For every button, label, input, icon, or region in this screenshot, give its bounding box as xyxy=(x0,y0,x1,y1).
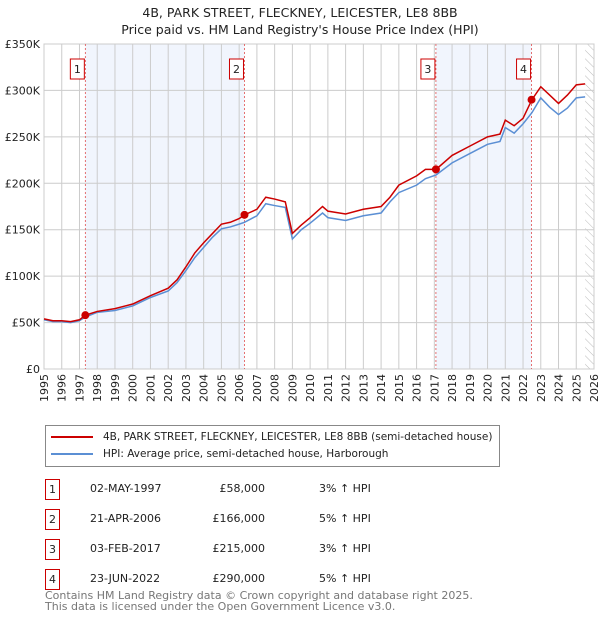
shaded-range xyxy=(85,44,245,369)
x-tick-label: 2020 xyxy=(482,374,495,402)
price-chart: 1995 1996 1997 1998 1999 2000 2001 2002 2003 2004… xyxy=(5,38,600,402)
x-tick-label: 2007 xyxy=(251,374,264,402)
sale-label: 1 xyxy=(74,63,81,76)
legend-swatch-property xyxy=(51,436,93,438)
sale-point xyxy=(81,311,90,320)
y-tick-label: £250K xyxy=(5,131,41,144)
x-tick-label: 2005 xyxy=(215,374,228,402)
x-tick-label: 2009 xyxy=(286,374,299,402)
y-tick-label: £0 xyxy=(26,363,40,376)
transaction-number: 1 xyxy=(45,479,60,500)
legend-swatch-hpi xyxy=(51,453,93,455)
x-tick-label: 2025 xyxy=(570,374,583,402)
transaction-number: 4 xyxy=(45,569,60,590)
sale-label: 2 xyxy=(233,63,240,76)
x-tick-label: 1996 xyxy=(56,374,69,402)
x-tick-label: 2000 xyxy=(127,374,140,402)
transaction-hpi: 3% ↑ HPI xyxy=(319,482,371,495)
x-tick-label: 1997 xyxy=(73,374,86,402)
x-tick-label: 2026 xyxy=(588,374,600,402)
sale-label-box xyxy=(228,58,244,80)
transaction-price: £290,000 xyxy=(212,572,266,585)
hpi-line xyxy=(43,96,586,324)
x-tick-label: 2014 xyxy=(375,374,388,402)
x-tick-label: 2022 xyxy=(517,374,530,402)
sale-label: 3 xyxy=(424,63,431,76)
shaded-range xyxy=(435,44,532,369)
x-tick-label: 2019 xyxy=(464,374,477,402)
x-tick-label: 1995 xyxy=(38,374,51,402)
x-tick-label: 2021 xyxy=(499,374,512,402)
transaction-date: 03-FEB-2017 xyxy=(90,542,161,555)
x-tick-label: 2004 xyxy=(198,374,211,402)
forecast-hatch xyxy=(585,44,594,369)
y-tick-label: £200K xyxy=(5,177,41,190)
transaction-hpi: 3% ↑ HPI xyxy=(319,542,371,555)
sale-label-box xyxy=(420,58,436,80)
x-tick-label: 1998 xyxy=(91,374,104,402)
transaction-date: 23-JUN-2022 xyxy=(90,572,161,585)
x-tick-label: 2003 xyxy=(180,374,193,402)
y-tick-label: £300K xyxy=(5,84,41,97)
x-tick-label: 2010 xyxy=(304,374,317,402)
sale-point xyxy=(431,165,440,174)
transaction-date: 21-APR-2006 xyxy=(90,512,162,525)
x-tick-label: 2018 xyxy=(446,374,459,402)
x-tick-label: 2002 xyxy=(162,374,175,402)
x-tick-label: 2008 xyxy=(269,374,282,402)
transaction-price: £166,000 xyxy=(212,512,266,525)
legend: 4B, PARK STREET, FLECKNEY, LEICESTER, LE… xyxy=(45,425,500,467)
x-tick-label: 2024 xyxy=(553,374,566,402)
y-tick-label: £350K xyxy=(5,38,41,51)
x-tick-label: 2006 xyxy=(233,374,246,402)
sale-point xyxy=(240,210,249,219)
legend-label-property: 4B, PARK STREET, FLECKNEY, LEICESTER, LE… xyxy=(103,431,493,443)
x-tick-label: 2023 xyxy=(535,374,548,402)
y-tick-label: £150K xyxy=(5,224,41,237)
transaction-price: £58,000 xyxy=(219,482,266,495)
plot-frame xyxy=(43,43,595,370)
x-tick-label: 2012 xyxy=(340,374,353,402)
sale-label: 4 xyxy=(520,63,527,76)
y-tick-label: £100K xyxy=(5,270,41,283)
y-tick-label: £50K xyxy=(12,317,41,330)
chart-title: 4B, PARK STREET, FLECKNEY, LEICESTER, LE… xyxy=(121,5,479,37)
transaction-hpi: 5% ↑ HPI xyxy=(319,572,371,585)
sale-point xyxy=(527,95,536,104)
x-tick-label: 2016 xyxy=(411,374,424,402)
transaction-number: 3 xyxy=(45,539,60,560)
sale-label-box xyxy=(69,58,85,80)
footer: Contains HM Land Registry data © Crown c… xyxy=(45,589,473,613)
sale-label-box xyxy=(516,58,532,80)
transaction-price: £215,000 xyxy=(212,542,266,555)
x-tick-label: 2017 xyxy=(428,374,441,402)
legend-label-hpi: HPI: Average price, semi-detached house,… xyxy=(103,448,389,460)
x-tick-label: 1999 xyxy=(109,374,122,402)
property-line xyxy=(43,83,586,323)
transaction-number: 2 xyxy=(45,509,60,530)
x-tick-label: 2013 xyxy=(357,374,370,402)
transaction-date: 02-MAY-1997 xyxy=(90,482,162,495)
x-tick-label: 2015 xyxy=(393,374,406,402)
x-tick-label: 2001 xyxy=(144,374,157,402)
transaction-hpi: 5% ↑ HPI xyxy=(319,512,371,525)
x-tick-label: 2011 xyxy=(322,374,335,402)
